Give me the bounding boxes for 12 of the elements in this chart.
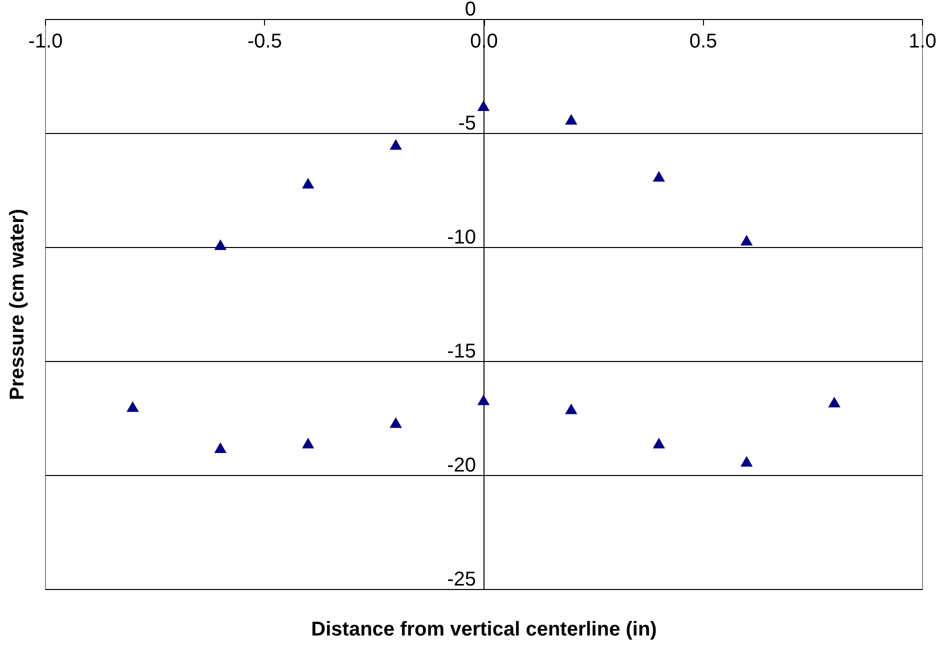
y-tick-label: -10 [447, 226, 476, 248]
y-tick-label: -25 [447, 568, 476, 590]
x-tick-label: 0.5 [689, 30, 718, 52]
x-tick-label: -1.0 [28, 30, 63, 52]
y-axis-title: Pressure (cm water) [6, 208, 28, 400]
x-tick-label: -0.5 [248, 30, 282, 52]
y-tick-label: -5 [458, 112, 476, 134]
y-tick-label: 0 [464, 0, 476, 20]
x-axis-title: Distance from vertical centerline (in) [311, 618, 657, 640]
y-tick-label: -15 [447, 340, 476, 362]
x-tick-label: 1.0 [908, 30, 936, 52]
y-tick-label: -20 [447, 454, 476, 476]
